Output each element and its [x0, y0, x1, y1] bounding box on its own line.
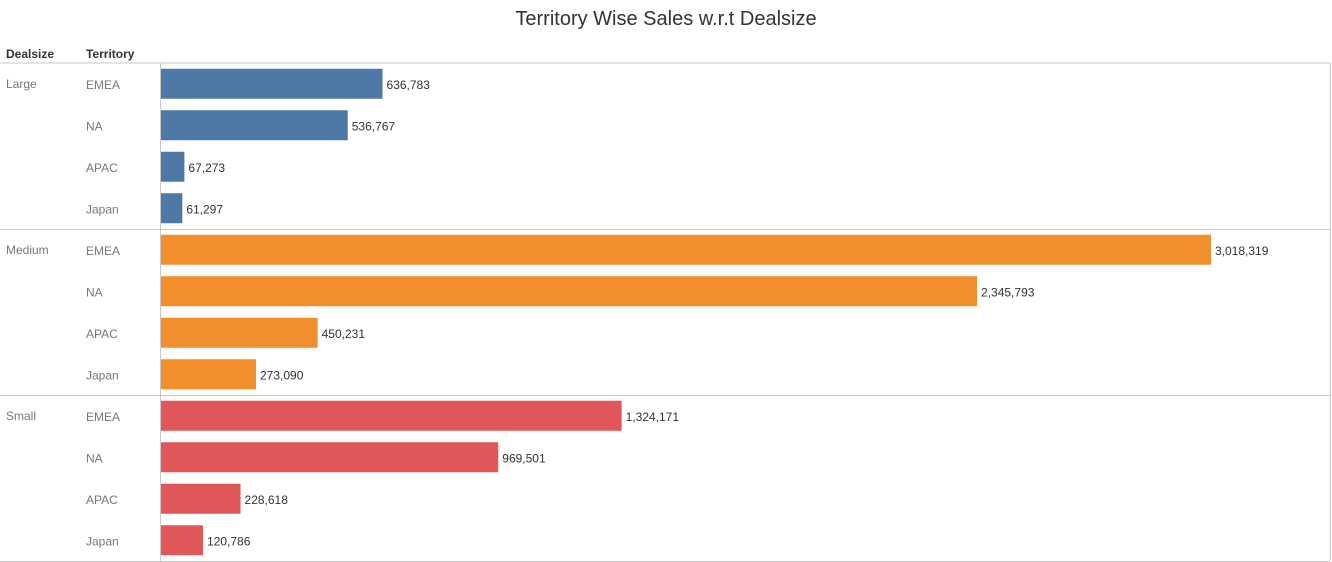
data-label-medium-emea: 3,018,319: [1215, 244, 1269, 258]
bar-large-apac: [161, 151, 185, 182]
bar-small-emea: [161, 400, 622, 431]
data-label-small-japan: 120,786: [207, 534, 251, 548]
data-label-small-apac: 228,618: [245, 493, 289, 507]
territory-label-medium-na: NA: [86, 285, 103, 299]
bar-large-japan: [161, 193, 183, 224]
bar-small-japan: [161, 525, 204, 556]
bar-medium-emea: [161, 234, 1211, 265]
bar-small-apac: [161, 483, 241, 514]
dealsize-label-small: Small: [6, 409, 36, 423]
data-label-medium-japan: 273,090: [260, 368, 304, 382]
territory-label-medium-apac: APAC: [86, 327, 118, 341]
chart-title: Territory Wise Sales w.r.t Dealsize: [515, 8, 817, 30]
territory-label-medium-emea: EMEA: [86, 244, 120, 258]
bar-small-na: [161, 442, 499, 473]
territory-label-large-emea: EMEA: [86, 78, 120, 92]
data-label-large-apac: 67,273: [188, 161, 225, 175]
territory-label-small-japan: Japan: [86, 534, 119, 548]
bar-large-emea: [161, 68, 383, 99]
territory-label-large-apac: APAC: [86, 161, 118, 175]
territory-column-header: Territory: [86, 47, 135, 61]
data-label-large-emea: 636,783: [387, 78, 431, 92]
territory-label-large-na: NA: [86, 119, 103, 133]
territory-label-large-japan: Japan: [86, 202, 119, 216]
bar-medium-apac: [161, 317, 318, 348]
dealsize-label-medium: Medium: [6, 243, 49, 257]
data-label-medium-apac: 450,231: [322, 327, 366, 341]
dealsize-label-large: Large: [6, 77, 37, 91]
territory-label-small-emea: EMEA: [86, 410, 120, 424]
data-label-large-na: 536,767: [352, 119, 396, 133]
bar-large-na: [161, 110, 348, 141]
bar-medium-na: [161, 276, 978, 307]
data-label-large-japan: 61,297: [186, 202, 223, 216]
dealsize-column-header: Dealsize: [6, 47, 55, 61]
data-label-small-na: 969,501: [502, 451, 546, 465]
territory-label-small-apac: APAC: [86, 493, 118, 507]
territory-label-small-na: NA: [86, 451, 103, 465]
data-label-small-emea: 1,324,171: [626, 410, 680, 424]
data-label-medium-na: 2,345,793: [981, 285, 1035, 299]
territory-label-medium-japan: Japan: [86, 368, 119, 382]
bar-medium-japan: [161, 359, 257, 390]
